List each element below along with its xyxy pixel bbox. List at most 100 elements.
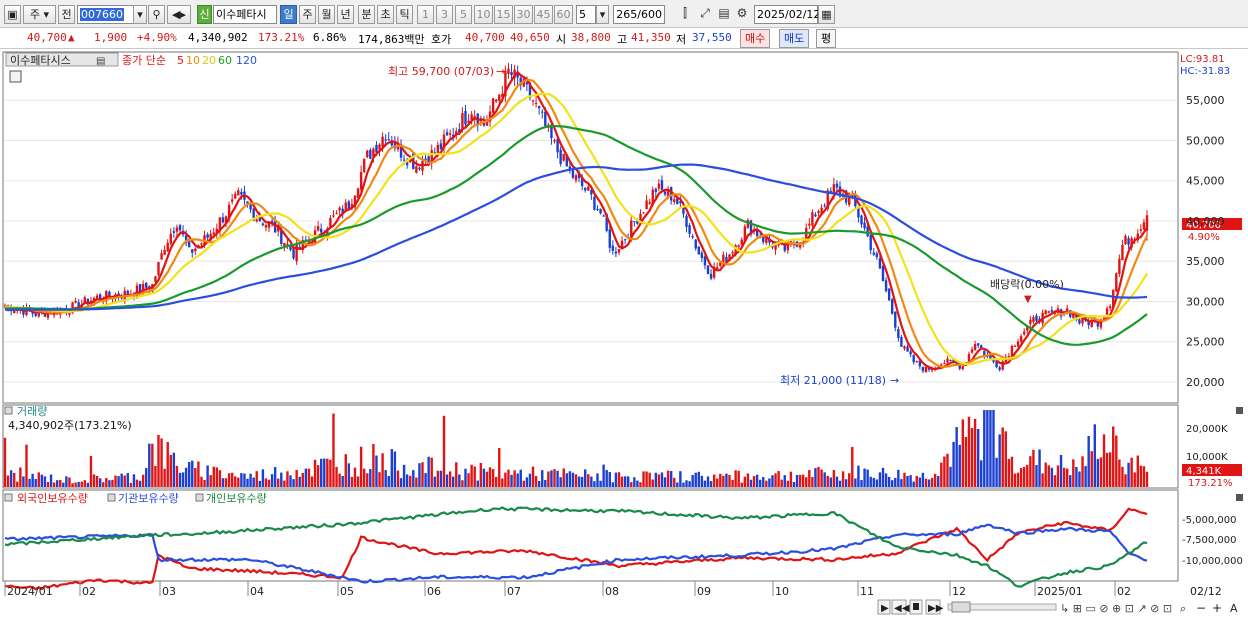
- zoom-in-icon[interactable]: +: [1212, 601, 1222, 615]
- tab-period-second[interactable]: 초: [377, 5, 394, 24]
- volume-bar: [421, 462, 424, 487]
- volume-bar: [1084, 466, 1087, 487]
- settings-icon[interactable]: ⚙: [736, 6, 748, 20]
- calendar-icon[interactable]: ▦: [818, 5, 835, 24]
- volume-bar: [970, 427, 974, 487]
- candle-body: [857, 206, 860, 218]
- market-select[interactable]: 주 ▾: [23, 5, 56, 24]
- volume-bar: [519, 469, 522, 487]
- zoom-out-icon[interactable]: −: [1196, 601, 1206, 615]
- scrollbar-thumb[interactable]: [951, 601, 971, 613]
- tab-period-tick[interactable]: 틱: [396, 5, 413, 24]
- tab-period-month[interactable]: 월: [318, 5, 335, 24]
- tab-period-minute[interactable]: 분: [358, 5, 375, 24]
- candle-type-icon[interactable]: ⫿: [683, 6, 687, 20]
- search-icon[interactable]: ⚲: [148, 5, 165, 24]
- volume-bar: [424, 473, 427, 487]
- code-dropdown-icon[interactable]: ▾: [133, 5, 147, 24]
- x-axis-last-date: 02/12: [1190, 585, 1222, 598]
- volume-bar: [890, 480, 894, 487]
- scroll-end-button[interactable]: [925, 599, 941, 615]
- draw-tool-icon[interactable]: ⤢: [700, 6, 710, 20]
- price-axis: 55,000 50,000 45,000 40,000 35,000 30,000 25,0…: [1186, 94, 1225, 389]
- tool-icons[interactable]: ↳ ⊞ ▭ ⊘ ⊕ ⊡ ↗ ⊘ ⊡: [1060, 602, 1172, 615]
- individual-toggle-icon[interactable]: [195, 493, 204, 502]
- window-menu-icon[interactable]: ▣: [4, 5, 21, 24]
- save-icon[interactable]: ▤: [718, 6, 730, 20]
- foreign-toggle-icon[interactable]: [4, 493, 13, 502]
- candle-body: [1026, 325, 1029, 331]
- lowest-note: 최저 21,000 (11/18): [780, 374, 886, 387]
- candle-body: [1099, 319, 1103, 328]
- scroll-start-button[interactable]: [891, 599, 907, 615]
- count-field[interactable]: 265/600: [613, 5, 665, 24]
- indicator-title-box[interactable]: [5, 52, 119, 67]
- sound-icon[interactable]: ◀▸: [167, 5, 191, 24]
- volume-bar: [863, 468, 866, 487]
- volume-bar: [485, 471, 489, 487]
- candle-body: [682, 205, 685, 214]
- holdings-panel-close-icon[interactable]: [1236, 494, 1243, 501]
- ma-line-10: [4, 78, 1148, 368]
- title-dropdown-icon[interactable]: ▤: [96, 56, 105, 67]
- volume-bar: [933, 473, 937, 487]
- volume-value: 4,340,902주(173.21%): [8, 419, 132, 432]
- candle-body: [494, 99, 498, 102]
- candle-body: [326, 228, 329, 237]
- candle-body: [706, 265, 710, 275]
- volume-panel-close-icon[interactable]: [1236, 407, 1243, 414]
- tab-period-year[interactable]: 년: [337, 5, 354, 24]
- auto-scale-icon[interactable]: A: [1230, 602, 1238, 615]
- interval-5[interactable]: 5: [455, 5, 472, 24]
- tab-period-week[interactable]: 주: [299, 5, 316, 24]
- volume-bar: [3, 437, 7, 487]
- candle-body: [34, 312, 37, 316]
- candle-body: [224, 216, 228, 225]
- interval-3[interactable]: 3: [436, 5, 453, 24]
- candle-body: [172, 231, 176, 233]
- holdings-tick-2: -7,500,000: [1182, 535, 1237, 546]
- interval-dropdown-icon[interactable]: ▾: [596, 5, 609, 24]
- interval-15[interactable]: 15: [494, 5, 513, 24]
- volume-bar: [258, 480, 262, 487]
- candle-body: [209, 233, 212, 241]
- volume-bar: [344, 454, 347, 487]
- interval-1[interactable]: 1: [417, 5, 434, 24]
- scroll-right-button[interactable]: [877, 599, 891, 615]
- volume-bar: [694, 472, 697, 487]
- buy-button[interactable]: 매수: [740, 29, 771, 48]
- volume-bar: [301, 472, 304, 487]
- candle-body: [848, 195, 851, 205]
- candle-body: [903, 346, 906, 349]
- flat-button[interactable]: 평: [816, 29, 837, 48]
- scrollbar-track[interactable]: [947, 603, 1057, 611]
- stock-code-input[interactable]: 007660: [77, 5, 137, 24]
- candle-body: [273, 221, 277, 233]
- interval-10[interactable]: 10: [474, 5, 493, 24]
- institution-toggle-icon[interactable]: [107, 493, 116, 502]
- interval-60[interactable]: 60: [554, 5, 573, 24]
- candle-body: [347, 201, 351, 210]
- candle-body: [608, 229, 611, 248]
- volume-bar: [22, 476, 25, 487]
- stock-chart[interactable]: 이수페타시스 ▤ 종가 단순 5 10 20 60 120 LC:93.81 H…: [0, 50, 1248, 621]
- interval-input[interactable]: 5: [576, 5, 596, 24]
- volume-bar: [731, 479, 734, 487]
- zoom-icon[interactable]: ⌕: [1180, 602, 1186, 615]
- volume-bar: [881, 467, 885, 487]
- candle-body: [639, 213, 642, 223]
- volume-panel-toggle-icon[interactable]: [4, 406, 13, 415]
- volume-bar: [740, 482, 743, 487]
- interval-45[interactable]: 45: [534, 5, 553, 24]
- volume-bar: [860, 480, 863, 487]
- interval-30[interactable]: 30: [514, 5, 533, 24]
- prev-button[interactable]: 전: [58, 5, 75, 24]
- tab-period-day[interactable]: 일: [280, 5, 297, 24]
- volume-bar: [995, 457, 998, 487]
- calculator-icon[interactable]: [9, 70, 22, 83]
- chart-area[interactable]: 이수페타시스 ▤ 종가 단순 5 10 20 60 120 LC:93.81 H…: [0, 50, 1248, 621]
- volume-bar: [319, 458, 323, 487]
- date-field[interactable]: 2025/02/12: [754, 5, 820, 24]
- sell-button[interactable]: 매도: [779, 29, 810, 48]
- volume-bar: [166, 441, 169, 487]
